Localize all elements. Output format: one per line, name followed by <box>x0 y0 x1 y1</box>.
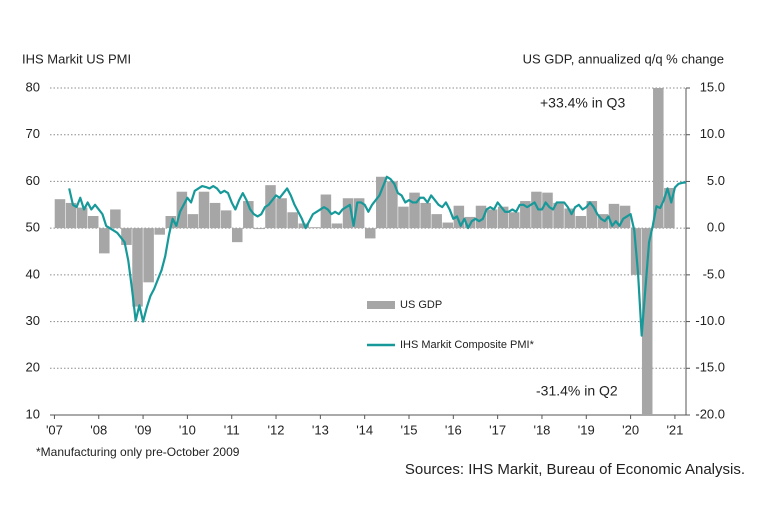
bar <box>353 198 365 229</box>
bar <box>254 228 265 230</box>
bar <box>132 228 143 307</box>
bar <box>653 88 664 229</box>
x-tick-label: '10 <box>179 422 196 437</box>
x-tick-label: '11 <box>224 422 240 437</box>
x-tick-label: '17 <box>489 422 506 437</box>
bar <box>187 214 199 229</box>
bar <box>564 208 575 229</box>
y-tick-label: 60 <box>26 173 40 188</box>
y-tick-label: 80 <box>26 79 40 94</box>
bar <box>276 198 287 229</box>
bar <box>520 201 531 229</box>
y2-tick-label: -15.0 <box>695 360 725 375</box>
y-tick-label: 30 <box>26 313 40 328</box>
y-tick-label: 70 <box>26 126 40 141</box>
bar <box>243 201 254 229</box>
bar <box>420 202 431 229</box>
y-axis-title: IHS Markit US PMI <box>22 51 131 66</box>
y-tick-label: 20 <box>26 360 40 375</box>
bar <box>364 228 376 239</box>
legend-swatch <box>367 301 395 309</box>
y-tick-label: 50 <box>26 220 40 235</box>
bar <box>497 206 509 229</box>
bar <box>442 222 454 229</box>
y-tick-label: 40 <box>26 266 40 281</box>
y-tick-label: 10 <box>26 406 40 421</box>
x-tick-label: '16 <box>445 422 462 437</box>
bar <box>431 214 442 229</box>
bar <box>320 194 332 229</box>
legend-label: IHS Markit Composite PMI* <box>400 339 535 351</box>
x-tick-label: '15 <box>401 422 418 437</box>
plot-area <box>54 88 686 415</box>
bar <box>231 228 243 243</box>
annotation: +33.4% in Q3 <box>540 95 625 111</box>
bar <box>542 192 553 229</box>
x-tick-label: '21 <box>666 422 683 437</box>
annotation: -31.4% in Q2 <box>536 383 618 399</box>
bar <box>664 187 675 229</box>
y2-tick-label: 10.0 <box>700 126 725 141</box>
y2-tick-label: 0.0 <box>707 220 725 235</box>
bar <box>121 228 132 245</box>
bar <box>641 228 653 415</box>
bar <box>342 198 354 229</box>
bar <box>376 176 387 229</box>
bar <box>608 203 620 229</box>
x-tick-label: '12 <box>268 422 285 437</box>
x-tick-label: '14 <box>356 422 373 437</box>
bar <box>220 210 232 229</box>
y2-tick-label: -20.0 <box>695 406 725 421</box>
bar <box>99 228 110 254</box>
y2-tick-label: -10.0 <box>695 313 725 328</box>
bar <box>54 199 66 229</box>
bar <box>553 202 564 229</box>
footnote: *Manufacturing only pre-October 2009 <box>36 445 240 459</box>
y2-tick-label: 15.0 <box>700 79 725 94</box>
x-tick-label: '08 <box>90 422 107 437</box>
bar <box>398 206 409 229</box>
x-tick-label: '19 <box>578 422 595 437</box>
bar <box>198 191 210 229</box>
bar <box>575 215 587 229</box>
bar <box>475 205 487 229</box>
bar <box>409 192 420 229</box>
bar <box>265 185 276 229</box>
bar <box>586 201 598 229</box>
y2-tick-label: 5.0 <box>707 173 725 188</box>
bar <box>143 228 154 283</box>
y2-tick-label: -5.0 <box>703 266 725 281</box>
bar <box>209 202 221 229</box>
bar <box>309 227 321 229</box>
y2-axis-title: US GDP, annualized q/q % change <box>523 51 724 66</box>
bar <box>154 228 165 235</box>
bar <box>387 181 398 229</box>
bar <box>531 191 542 229</box>
legend-label: US GDP <box>400 299 442 311</box>
bar <box>110 209 121 229</box>
bar <box>453 205 465 229</box>
bar <box>508 212 520 229</box>
bar <box>331 223 343 229</box>
bar <box>486 209 498 229</box>
bar <box>87 215 99 229</box>
line <box>68 175 686 337</box>
x-tick-label: '07 <box>46 422 63 437</box>
x-tick-label: '20 <box>622 422 639 437</box>
bar <box>65 202 77 229</box>
x-tick-label: '09 <box>135 422 152 437</box>
x-tick-label: '13 <box>312 422 329 437</box>
bar <box>287 212 298 229</box>
x-tick-label: '18 <box>533 422 550 437</box>
bar <box>76 207 88 229</box>
source: Sources: IHS Markit, Bureau of Economic … <box>405 461 745 478</box>
